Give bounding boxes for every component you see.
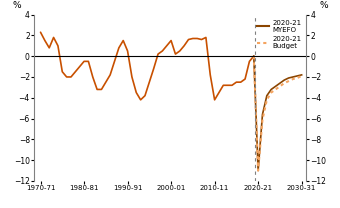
Text: %: % bbox=[12, 1, 21, 10]
Legend: 2020-21
MYEFO, 2020-21
Budget: 2020-21 MYEFO, 2020-21 Budget bbox=[257, 20, 301, 49]
Text: %: % bbox=[319, 1, 328, 10]
